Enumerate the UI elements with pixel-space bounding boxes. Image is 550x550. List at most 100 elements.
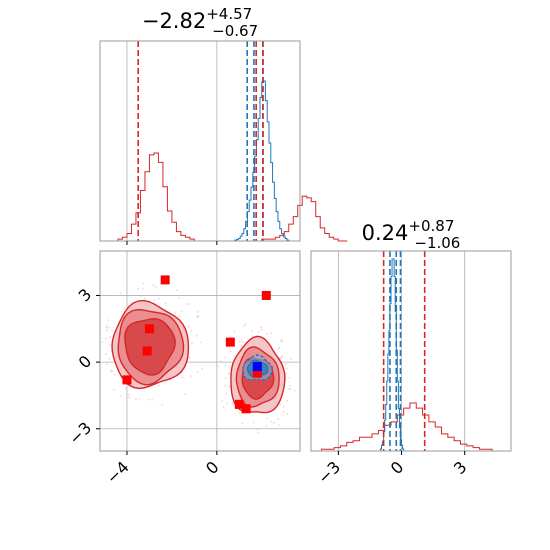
sample-point-0-63 (153, 299, 156, 302)
sample-point-0-77 (195, 334, 198, 337)
hist2-xtick-label-1: 0 (387, 457, 408, 478)
sample-point-0-36 (141, 287, 144, 290)
sample-point-0-53 (135, 398, 137, 401)
sample-point-1-87 (241, 422, 244, 425)
joint-ytick-label-2: 3 (75, 285, 96, 306)
sample-point-1-80 (277, 418, 280, 421)
title-param2-value: 0.24 (362, 221, 409, 245)
sample-point-0-85 (181, 376, 184, 379)
sample-point-0-59 (169, 379, 172, 382)
sample-point-1-14 (270, 332, 273, 334)
sample-point-0-19 (178, 297, 181, 300)
sample-point-0-69 (200, 341, 202, 344)
sample-point-0-7 (108, 344, 111, 346)
sample-point-0-37 (184, 393, 186, 395)
sample-point-0-12 (180, 310, 183, 313)
sample-point-0-49 (110, 370, 112, 373)
sample-point-1-75 (281, 355, 284, 358)
red-marker-5 (225, 337, 235, 347)
sample-point-0-61 (140, 295, 142, 297)
joint-ytick-label-1: 0 (75, 352, 96, 373)
red-marker-7 (241, 404, 251, 414)
title-param2-lower-error: −1.06 (414, 234, 460, 252)
sample-point-0-18 (108, 358, 111, 360)
panel-frame-2 (99, 250, 301, 452)
sample-point-0-29 (127, 393, 130, 396)
sample-point-1-33 (240, 344, 243, 347)
sample-point-0-58 (97, 358, 99, 360)
sample-point-0-43 (128, 396, 131, 399)
sample-point-0-2 (105, 326, 108, 329)
red-marker-8 (252, 368, 262, 378)
sample-point-0-71 (119, 292, 122, 294)
sample-point-1-62 (284, 363, 287, 366)
red-marker-2 (144, 324, 154, 334)
sample-point-0-74 (196, 316, 199, 319)
sample-point-1-3 (256, 428, 259, 431)
sample-point-1-5 (282, 410, 285, 413)
sample-point-1-2 (238, 411, 241, 414)
panel-background-1 (100, 41, 300, 241)
joint-plot-area (94, 275, 296, 434)
sample-point-0-62 (187, 326, 190, 328)
sample-point-1-17 (231, 401, 234, 404)
sample-point-1-51 (278, 346, 280, 349)
sample-point-1-4 (224, 377, 227, 380)
sample-point-0-50 (185, 303, 188, 306)
sample-point-1-49 (241, 340, 244, 343)
sample-point-1-60 (279, 403, 281, 406)
sample-point-0-45 (191, 342, 193, 345)
sample-point-0-55 (155, 285, 158, 288)
sample-point-1-68 (257, 330, 260, 333)
sample-point-0-9 (106, 363, 109, 365)
sample-point-1-44 (286, 399, 289, 402)
sample-point-1-32 (228, 386, 231, 388)
sample-point-0-33 (106, 329, 108, 332)
sample-point-0-39 (147, 398, 150, 401)
title-param1-value: −2.82 (142, 9, 206, 33)
sample-point-0-14 (107, 319, 110, 322)
sample-point-1-12 (287, 388, 290, 391)
hist2-xtick-label-0: −3 (314, 457, 344, 487)
title-param2-upper-error: +0.87 (408, 217, 454, 235)
sample-point-0-84 (94, 328, 96, 330)
sample-point-1-81 (221, 400, 223, 402)
sample-point-0-41 (129, 302, 132, 305)
sample-point-1-34 (252, 421, 255, 424)
sample-point-1-72 (288, 376, 291, 379)
sample-point-1-42 (251, 335, 254, 338)
sample-point-1-36 (286, 412, 289, 415)
sample-point-1-50 (225, 393, 227, 395)
sample-point-0-82 (124, 387, 127, 390)
sample-point-1-23 (229, 350, 232, 353)
sample-point-1-28 (233, 354, 236, 357)
sample-point-1-7 (216, 365, 219, 367)
sample-point-0-22 (152, 284, 155, 287)
joint-xtick-label-1: 0 (202, 457, 223, 478)
sample-point-1-67 (227, 372, 230, 375)
sample-point-1-47 (280, 339, 283, 342)
sample-point-0-80 (105, 353, 107, 355)
panel-frame-1 (99, 40, 301, 242)
sample-point-1-19 (239, 340, 241, 343)
sample-point-0-30 (188, 357, 191, 360)
sample-point-1-35 (260, 328, 263, 331)
sample-point-0-20 (123, 306, 126, 309)
red-marker-6 (234, 399, 244, 409)
title-param1-upper-error: +4.57 (206, 5, 252, 23)
sample-point-1-25 (290, 357, 292, 360)
sample-point-1-46 (250, 330, 253, 332)
hist2-xtick-label-2: 3 (450, 457, 471, 478)
sample-point-0-83 (190, 375, 192, 377)
sample-point-0-5 (137, 288, 140, 290)
hist1-blue-series (234, 80, 290, 241)
sample-point-1-64 (269, 420, 272, 423)
sample-point-0-17 (111, 329, 113, 332)
red-marker-1 (261, 290, 271, 300)
sample-point-0-68 (105, 337, 107, 340)
sample-point-0-73 (143, 297, 146, 300)
sample-point-0-72 (138, 397, 141, 400)
sample-point-1-58 (220, 360, 222, 362)
sample-point-0-42 (157, 297, 160, 300)
sample-point-1-63 (233, 330, 236, 333)
